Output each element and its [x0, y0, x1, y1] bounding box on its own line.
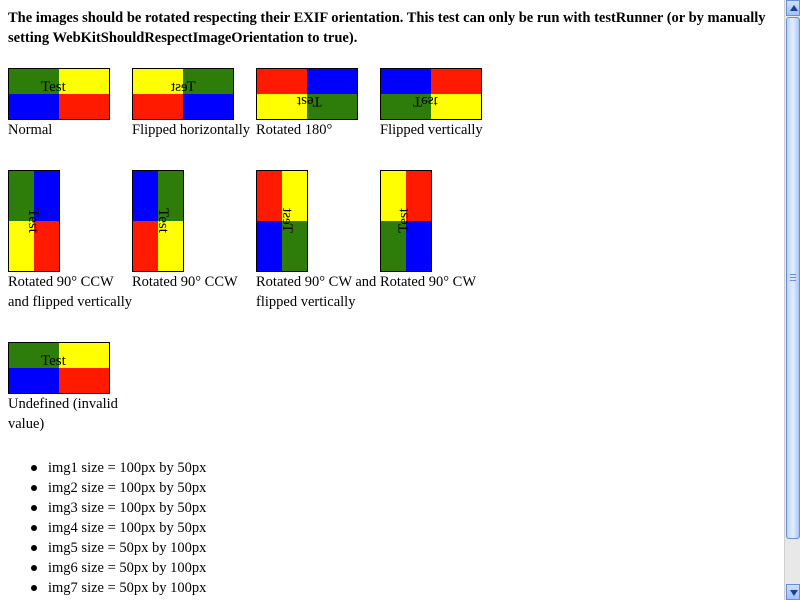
- test-image: Test: [380, 68, 482, 120]
- image-caption: Flipped horizontally: [132, 122, 250, 138]
- vertical-scrollbar[interactable]: [784, 0, 800, 600]
- image-caption: Rotated 90° CW and flipped vertically: [256, 274, 377, 310]
- image-text: Test: [297, 93, 322, 109]
- image-cell: Test Rotated 90° CW: [380, 170, 504, 292]
- image-cell: Test Flipped vertically: [380, 68, 504, 140]
- image-text: Test: [413, 93, 438, 109]
- scroll-down-button[interactable]: [786, 584, 800, 600]
- list-item: img5 size = 50px by 100px: [31, 538, 206, 558]
- test-image: Test: [132, 170, 184, 272]
- page-heading: The images should be rotated respecting …: [8, 10, 766, 46]
- image-grid: Test Normal Test Flipped horizontally Te…: [8, 68, 508, 442]
- arrow-up-icon: [790, 5, 798, 11]
- size-list: img1 size = 100px by 50px img2 size = 10…: [8, 458, 206, 598]
- image-caption: Normal: [8, 122, 53, 138]
- image-cell: Test Rotated 90° CW and flipped vertical…: [256, 170, 380, 312]
- test-image: Test: [8, 170, 60, 272]
- image-caption: Rotated 180°: [256, 122, 333, 138]
- image-text: Test: [41, 353, 66, 369]
- image-text: Test: [278, 208, 295, 233]
- image-text: Test: [24, 208, 41, 233]
- list-item: img1 size = 100px by 50px: [31, 458, 206, 478]
- list-item: img4 size = 100px by 50px: [31, 518, 206, 538]
- image-caption: Flipped vertically: [380, 122, 483, 138]
- list-item: img6 size = 50px by 100px: [31, 558, 206, 578]
- scroll-up-button[interactable]: [786, 0, 800, 16]
- image-cell: Test Rotated 180°: [256, 68, 380, 140]
- image-text: Test: [154, 208, 171, 233]
- list-item: img2 size = 100px by 50px: [31, 478, 206, 498]
- test-image: Test: [132, 68, 234, 120]
- image-caption: Rotated 90° CCW and flipped vertically: [8, 274, 133, 310]
- list-item: img7 size = 50px by 100px: [31, 578, 206, 598]
- image-caption: Rotated 90° CW: [380, 274, 477, 290]
- image-caption: Rotated 90° CCW: [132, 274, 238, 290]
- image-text: Test: [41, 79, 66, 95]
- test-image: Test: [8, 68, 110, 120]
- scrollbar-thumb[interactable]: [786, 17, 800, 539]
- test-image: Test: [256, 68, 358, 120]
- image-cell: Test Normal: [8, 68, 132, 140]
- list-item: img3 size = 100px by 50px: [31, 498, 206, 518]
- test-image: Test: [8, 342, 110, 394]
- image-cell: Test Undefined (invalid value): [8, 342, 132, 434]
- arrow-down-icon: [790, 590, 798, 596]
- image-text: Test: [171, 79, 196, 95]
- image-cell: Test Rotated 90° CCW: [132, 170, 256, 292]
- image-cell: Test Rotated 90° CCW and flipped vertica…: [8, 170, 132, 312]
- image-cell: Test Flipped horizontally: [132, 68, 256, 140]
- image-caption: Undefined (invalid value): [8, 396, 118, 432]
- image-text: Test: [395, 208, 412, 233]
- test-image: Test: [380, 170, 432, 272]
- test-image: Test: [256, 170, 308, 272]
